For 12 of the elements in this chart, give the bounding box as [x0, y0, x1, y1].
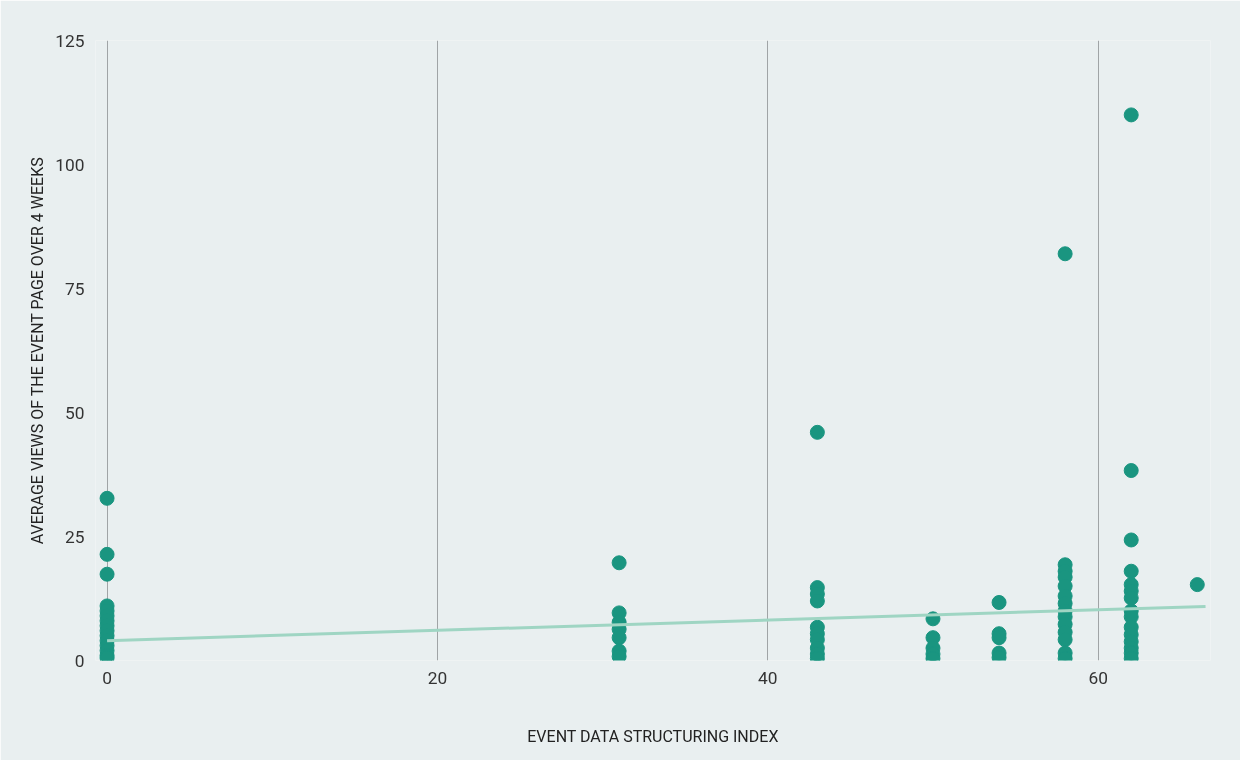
y-tick-label: 100: [55, 154, 85, 175]
x-tick-label: 0: [102, 667, 112, 688]
y-tick-label: 50: [65, 402, 85, 423]
x-tick-label: 40: [758, 667, 778, 688]
y-tick-label: 75: [65, 278, 85, 299]
x-axis-title: EVENT DATA STRUCTURING INDEX: [527, 726, 779, 746]
y-tick-label: 0: [74, 650, 85, 671]
x-tick-label: 60: [1088, 667, 1108, 688]
y-tick-label: 25: [65, 526, 85, 547]
y-axis-title: AVERAGE VIEWS OF THE EVENT PAGE OVER 4 WEEKS: [28, 157, 48, 545]
y-tick-label: 125: [55, 30, 85, 51]
x-tick-label: 20: [427, 667, 448, 688]
